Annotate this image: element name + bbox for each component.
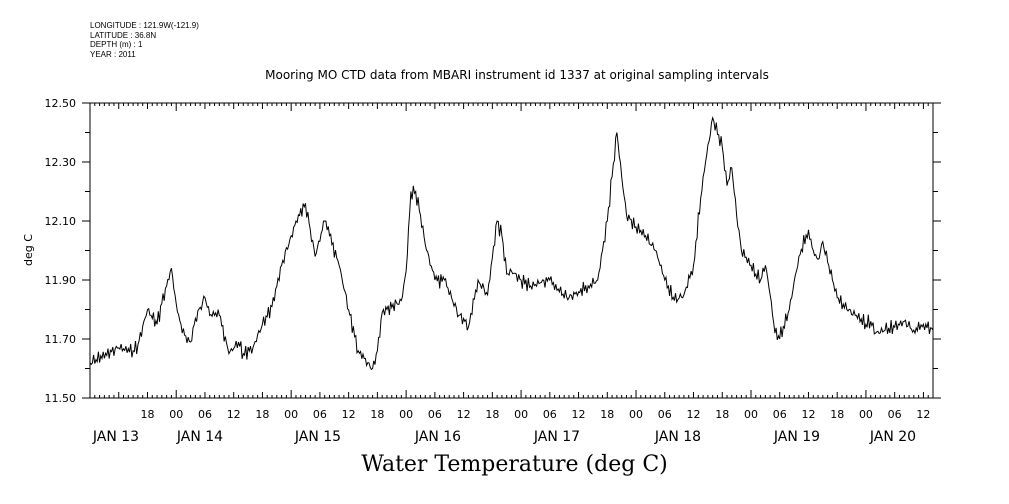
x-day-label: JAN 15 [294,429,341,445]
x-axis-title: Water Temperature (deg C) [361,452,668,477]
plot-frame [89,102,934,399]
x-hour-label: 18 [370,408,384,421]
x-hour-label: 00 [744,408,758,421]
longitude-label: LONGITUDE : 121.9W(-121.9) [90,21,199,30]
x-day-label: JAN 18 [654,429,701,445]
x-hour-label: 12 [801,408,815,421]
series-line [89,115,934,371]
x-hour-label: 06 [658,408,672,421]
y-tick-label: 11.70 [45,333,77,346]
x-hour-label: 12 [457,408,471,421]
x-hour-label: 18 [485,408,499,421]
x-hour-label: 12 [227,408,241,421]
x-hour-label: 06 [773,408,787,421]
x-hour-label: 00 [284,408,298,421]
x-hour-label: 00 [859,408,873,421]
x-day-label: JAN 19 [773,429,820,445]
chart-title: Mooring MO CTD data from MBARI instrumen… [265,68,769,82]
year-label: YEAR : 2011 [90,49,136,59]
x-hour-label: 12 [572,408,586,421]
x-hour-label: 12 [916,408,930,421]
y-axis: 11.50 11.70 11.90 12.10 12.30 12.50 [45,97,941,405]
x-day-label: JAN 17 [533,429,580,445]
x-day-label: JAN 20 [869,429,916,445]
series-layer [89,115,934,371]
x-hour-label: 06 [313,408,327,421]
x-hour-label: 00 [169,408,183,421]
x-hour-label: 06 [888,408,902,421]
x-hour-label: 00 [399,408,413,421]
x-hour-label: 06 [428,408,442,421]
y-tick-label: 11.90 [45,274,77,287]
y-axis-label: deg C [22,234,35,266]
latitude-label: LATITUDE : 36.8N [90,30,157,40]
x-day-label: JAN 16 [414,429,461,445]
y-tick-label: 11.50 [45,392,77,405]
x-hour-label: 06 [198,408,212,421]
x-hour-label: 00 [629,408,643,421]
x-day-label: JAN 13 [92,429,139,445]
x-hour-label: 18 [715,408,729,421]
y-tick-label: 12.10 [45,215,77,228]
metadata-block: LONGITUDE : 121.9W(-121.9) LATITUDE : 36… [90,21,199,59]
x-hour-label: 18 [255,408,269,421]
x-hour-label: 06 [543,408,557,421]
x-day-label: JAN 14 [176,429,223,445]
x-axis: 18 00 06 12 18 00 06 12 18 00 06 12 18 00 06 12 18 00 06 12… [89,103,934,445]
x-hour-label: 00 [514,408,528,421]
y-tick-label: 12.50 [45,97,77,110]
x-hour-label: 12 [687,408,701,421]
depth-label: DEPTH (m) : 1 [90,40,143,50]
x-hour-label: 18 [140,408,154,421]
x-hour-label: 12 [342,408,356,421]
x-hour-label: 18 [830,408,844,421]
x-hour-label: 18 [600,408,614,421]
y-tick-label: 12.30 [45,156,77,169]
